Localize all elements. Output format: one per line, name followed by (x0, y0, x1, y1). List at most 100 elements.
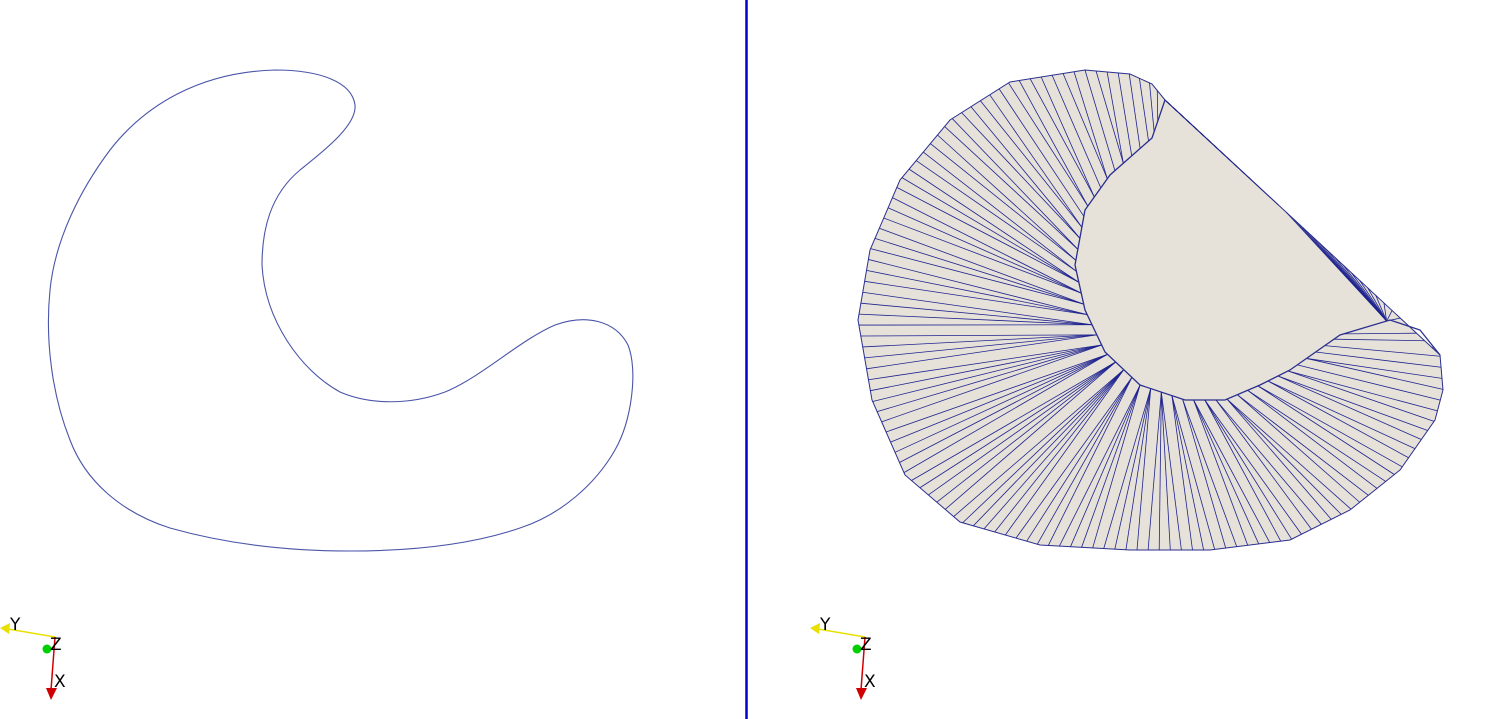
mesh-edge (1171, 395, 1193, 551)
x-arrow (856, 688, 867, 700)
mesh-edge (1084, 69, 1116, 171)
mesh-edge (1026, 377, 1133, 542)
mesh-edge (1204, 399, 1282, 542)
mesh-edge (1359, 280, 1387, 322)
mesh-edge (1193, 399, 1260, 545)
mesh-edge (1139, 78, 1149, 142)
mesh-edge (1193, 399, 1271, 543)
mesh-edge (892, 197, 1082, 294)
mesh-edge (1081, 384, 1141, 548)
mesh-edge (872, 344, 1102, 402)
mesh-edge (923, 151, 1077, 272)
mesh-edge (1204, 399, 1292, 540)
mesh-edge (1351, 272, 1387, 322)
mesh-edge (1163, 98, 1166, 101)
mesh-edge (1386, 310, 1393, 322)
y-label: Y (9, 615, 21, 635)
mesh-edge (1257, 385, 1395, 475)
mesh-edge (866, 334, 1097, 370)
mesh-edge (860, 302, 1093, 326)
mesh-edge (953, 369, 1125, 517)
mesh-edge (885, 353, 1108, 433)
z-label: Z (860, 635, 872, 655)
x-label: X (864, 672, 876, 692)
mesh-edge (1160, 392, 1182, 551)
boundary-curve (47, 69, 634, 552)
mesh-edge (1315, 351, 1442, 368)
mesh-edge (1160, 392, 1171, 551)
mesh-edge (915, 160, 1077, 272)
mesh-edge (1040, 76, 1095, 198)
mesh-edge (1343, 332, 1417, 335)
mesh-edge (868, 259, 1088, 316)
x-label: X (54, 672, 66, 692)
mesh-edge (1226, 398, 1342, 515)
mesh-edge (1306, 358, 1443, 379)
mesh-edge (1226, 398, 1352, 510)
mesh-edge (1277, 375, 1428, 431)
mesh-edge (1051, 75, 1102, 189)
mesh-edge (1029, 78, 1095, 198)
mesh-edge (962, 369, 1125, 524)
mesh-edge (864, 280, 1088, 316)
mesh-edge (1136, 388, 1152, 551)
left-view[interactable] (0, 0, 745, 719)
mesh-edge (911, 361, 1116, 481)
mesh-edge (1267, 380, 1409, 459)
orientation-axes: Y ZX (810, 615, 876, 700)
orientation-axes: Y ZX (0, 615, 66, 700)
mesh-edge (1092, 384, 1141, 549)
mesh-edge (998, 88, 1085, 217)
mesh-edge (1147, 392, 1162, 551)
y-arrow (0, 623, 10, 634)
mesh-edge (862, 291, 1093, 326)
mesh-edge (1149, 82, 1155, 132)
mesh-edge (1215, 399, 1312, 530)
mesh-edge (1277, 375, 1422, 440)
mesh-edge (858, 313, 1093, 326)
mesh-edge (1367, 287, 1387, 322)
mesh (857, 69, 1444, 551)
mesh-edge (870, 248, 1084, 305)
mesh-edge (1125, 388, 1152, 550)
mesh-edge (870, 344, 1102, 392)
mesh-edge (868, 344, 1102, 381)
mesh-edge (1267, 380, 1416, 450)
mesh-edge (860, 334, 1097, 337)
mesh-edge (883, 217, 1082, 294)
mesh-edge (901, 177, 1080, 283)
mesh-edge (980, 100, 1083, 228)
mesh-edge (970, 106, 1081, 239)
mesh-edge (928, 361, 1116, 496)
x-axis (860, 636, 866, 691)
mesh-edge (1036, 377, 1133, 545)
mesh-edge (1287, 370, 1435, 422)
mesh-edge (1306, 358, 1444, 390)
mesh-edge (989, 94, 1083, 228)
mesh-edge (862, 334, 1097, 348)
mesh-edge (1164, 99, 1279, 206)
mesh-edge (1334, 338, 1425, 342)
mesh-edge (1158, 392, 1162, 551)
mesh-edge (1297, 364, 1441, 401)
mesh-edge (1070, 384, 1141, 547)
mesh-edge (887, 207, 1082, 294)
mesh-edge (1237, 394, 1369, 496)
mesh-edge (877, 344, 1102, 413)
mesh-edge (1073, 71, 1108, 179)
mesh-edge (1128, 73, 1141, 149)
mesh-edge (1375, 295, 1387, 322)
mesh-edge (866, 269, 1088, 316)
mesh-edge (1005, 369, 1125, 536)
mesh-edge (899, 353, 1108, 463)
y-axis (817, 628, 866, 638)
x-arrow (46, 688, 57, 700)
mesh-edge (1171, 395, 1204, 551)
mesh-edge (894, 353, 1108, 453)
z-axis (42, 644, 52, 654)
mesh-edge (1171, 395, 1216, 550)
mesh-edge (879, 227, 1084, 305)
mesh-edge (973, 369, 1125, 527)
mesh-edge (1247, 389, 1378, 489)
